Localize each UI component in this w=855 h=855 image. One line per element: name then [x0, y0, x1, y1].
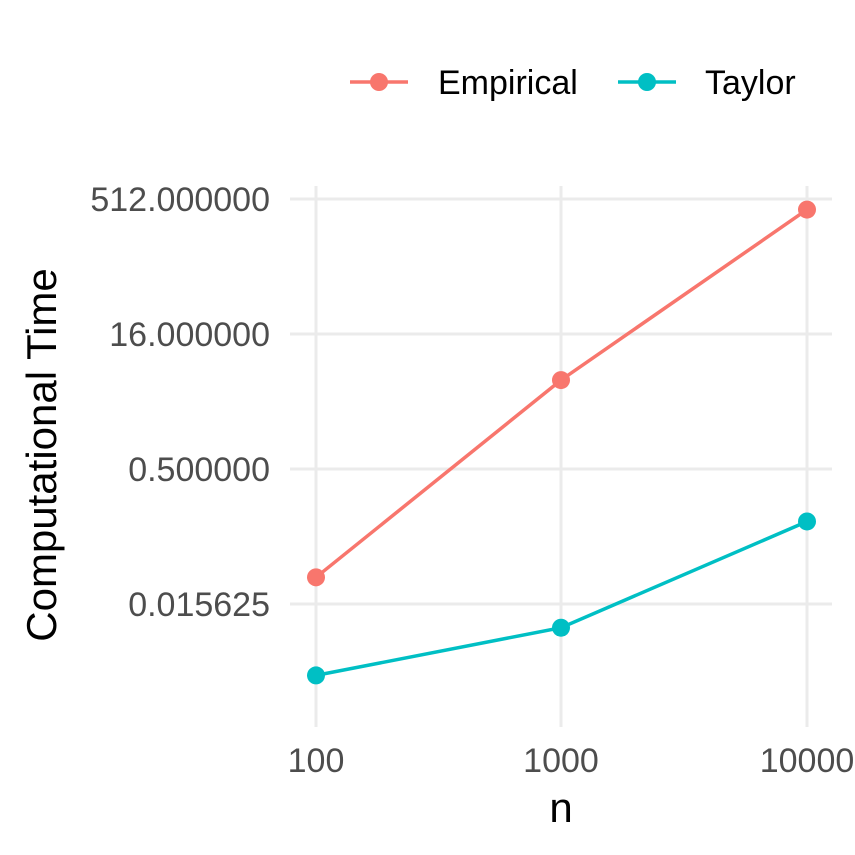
- legend-label: Taylor: [705, 64, 796, 102]
- grid: [290, 186, 832, 727]
- data-point: [552, 371, 570, 390]
- axis-ticks: 0.015625 0.500000 16.000000 512.000000 100 10…: [90, 181, 854, 780]
- legend-point: [370, 73, 388, 91]
- legend-item-taylor: Taylor: [618, 64, 796, 102]
- legend-point: [638, 73, 656, 91]
- y-tick-label: 0.015625: [128, 586, 270, 624]
- legend-label: Empirical: [438, 64, 578, 102]
- y-tick-label: 0.500000: [128, 451, 270, 489]
- x-tick-label: 100: [288, 742, 345, 780]
- data-point: [552, 618, 570, 637]
- x-tick-label: 10000: [760, 742, 855, 780]
- y-axis-title: Computational Time: [18, 268, 65, 642]
- y-tick-label: 512.000000: [90, 181, 270, 219]
- x-tick-label: 1000: [523, 742, 599, 780]
- series-taylor: [307, 512, 816, 685]
- legend-item-empirical: Empirical: [350, 64, 578, 102]
- x-axis-title: n: [549, 784, 572, 831]
- legend: Empirical Taylor: [350, 64, 796, 102]
- data-point: [798, 512, 816, 531]
- data-point: [307, 666, 325, 685]
- series-empirical: [307, 200, 816, 587]
- y-tick-label: 16.000000: [109, 316, 270, 354]
- series-layer: [307, 200, 816, 685]
- data-point: [307, 568, 325, 587]
- data-point: [798, 200, 816, 219]
